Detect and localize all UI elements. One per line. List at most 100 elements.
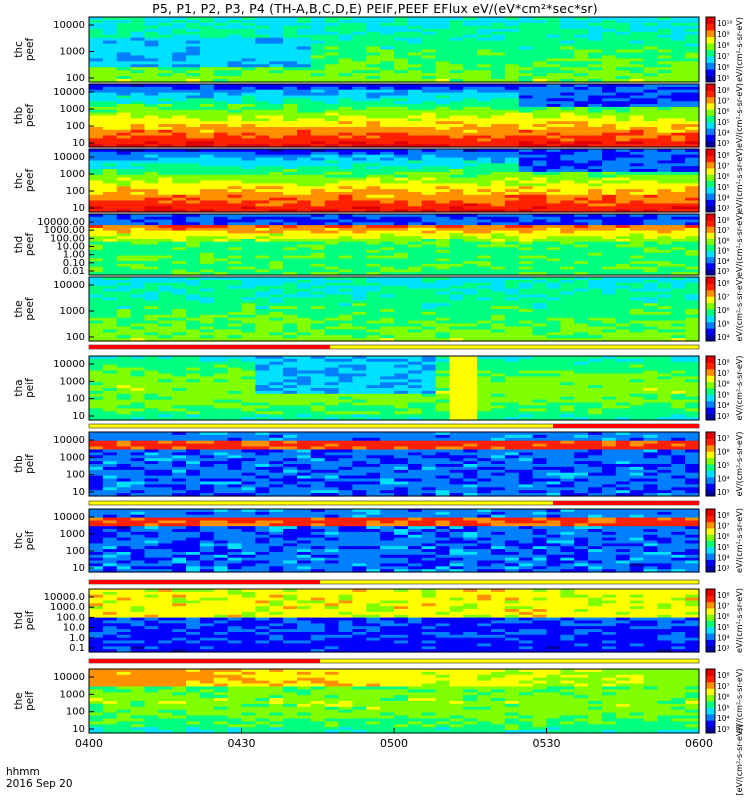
spectrogram-cell <box>657 141 672 145</box>
spectrogram-cell <box>449 55 464 59</box>
spectrogram-cell <box>657 214 672 218</box>
spectrogram-cell <box>435 34 451 39</box>
spectrogram-cell <box>532 227 548 232</box>
spectrogram-cell <box>297 258 312 262</box>
spectrogram-cell <box>560 250 575 254</box>
spectrogram-cell <box>421 67 437 71</box>
spectrogram-cell <box>518 67 534 71</box>
spectrogram-cell <box>615 272 631 276</box>
spectrogram-cell <box>463 277 478 281</box>
colorbar-swatch <box>706 334 715 342</box>
spectrogram-cell <box>338 160 353 164</box>
spectrogram-cell <box>629 183 645 187</box>
spectrogram-cell <box>144 171 159 176</box>
spectrogram-cell <box>255 115 270 119</box>
spectrogram-cell <box>158 194 173 199</box>
spectrogram-cell <box>199 115 215 119</box>
spectrogram-cell <box>158 86 173 91</box>
spectrogram-cell <box>421 186 437 190</box>
spectrogram-cell <box>380 70 395 74</box>
spectrogram-cell <box>407 241 423 246</box>
spectrogram-cell <box>366 272 381 276</box>
spectrogram-cell <box>477 288 492 293</box>
spectrogram-cell <box>657 338 672 342</box>
spectrogram-cell <box>449 323 464 327</box>
spectrogram-cell <box>532 263 548 268</box>
spectrogram-cell <box>89 49 104 54</box>
spectrogram-cell <box>213 266 229 271</box>
spectrogram-cell <box>407 40 423 45</box>
spectrogram-cell <box>643 203 658 207</box>
spectrogram-cell <box>615 84 631 88</box>
spectrogram-cell <box>255 269 270 273</box>
spectrogram-cell <box>186 219 201 223</box>
spectrogram-cell <box>338 177 353 182</box>
spectrogram-cell <box>643 288 658 293</box>
spectrogram-cell <box>213 323 229 327</box>
spectrogram-cell <box>158 70 173 74</box>
spectrogram-cell <box>574 169 589 173</box>
spectrogram-cell <box>158 216 173 221</box>
spectrogram-cell <box>102 135 118 139</box>
spectrogram-cell <box>407 311 423 316</box>
spectrogram-cell <box>102 121 118 125</box>
spectrogram-cell <box>491 279 506 284</box>
spectrogram-cell <box>685 58 700 62</box>
spectrogram-cell <box>310 154 326 159</box>
spectrogram-cell <box>172 67 187 71</box>
spectrogram-cell <box>685 55 700 59</box>
spectrogram-cell <box>421 323 437 327</box>
spectrogram-cell <box>241 28 256 33</box>
spectrogram-cell <box>324 25 340 30</box>
spectrogram-cell <box>297 67 312 71</box>
spectrogram-cell <box>463 37 478 42</box>
spectrogram-cell <box>199 49 215 54</box>
spectrogram-cell <box>574 225 589 229</box>
spectrogram-cell <box>657 135 672 139</box>
spectrogram-cell <box>172 124 187 128</box>
spectrogram-cell <box>435 272 451 276</box>
spectrogram-cell <box>394 118 409 122</box>
spectrogram-cell <box>602 282 617 287</box>
spectrogram-cell <box>560 171 575 176</box>
spectrogram-cell <box>491 183 506 187</box>
spectrogram-cell <box>435 138 451 142</box>
spectrogram-cell <box>241 180 256 184</box>
spectrogram-cell <box>643 22 658 27</box>
spectrogram-cell <box>615 52 631 57</box>
spectrogram-cell <box>227 186 243 190</box>
spectrogram-cell <box>172 73 187 77</box>
spectrogram-cell <box>602 141 617 145</box>
spectrogram-cell <box>89 329 104 333</box>
spectrogram-cell <box>546 89 561 94</box>
spectrogram-cell <box>574 320 589 325</box>
spectrogram-cell <box>297 252 312 257</box>
spectrogram-cell <box>116 149 132 153</box>
spectrogram-cell <box>366 22 381 27</box>
spectrogram-cell <box>158 326 173 330</box>
spectrogram-cell <box>283 255 298 259</box>
spectrogram-cell <box>629 58 645 62</box>
spectrogram-cell <box>255 109 270 114</box>
spectrogram-cell <box>657 73 672 77</box>
spectrogram-cell <box>560 86 575 91</box>
y-tick-label: 10000.00 <box>37 217 85 228</box>
spectrogram-cell <box>255 64 270 68</box>
spectrogram-cell <box>435 338 451 342</box>
spectrogram-cell <box>130 31 146 36</box>
spectrogram-cell <box>255 31 270 36</box>
spectrogram-cell <box>338 101 353 105</box>
spectrogram-cell <box>643 154 658 159</box>
spectrogram-cell <box>352 279 367 284</box>
spectrogram-cell <box>560 154 575 159</box>
spectrogram-cell <box>269 138 284 142</box>
spectrogram-cell <box>518 151 534 156</box>
spectrogram-cell <box>297 291 312 295</box>
spectrogram-cell <box>324 86 340 91</box>
spectrogram-cell <box>380 127 395 131</box>
spectrogram-cell <box>615 177 631 182</box>
spectrogram-cell <box>615 118 631 122</box>
spectrogram-cell <box>546 157 561 162</box>
spectrogram-cell <box>574 209 589 213</box>
spectrogram-cell <box>394 219 409 223</box>
